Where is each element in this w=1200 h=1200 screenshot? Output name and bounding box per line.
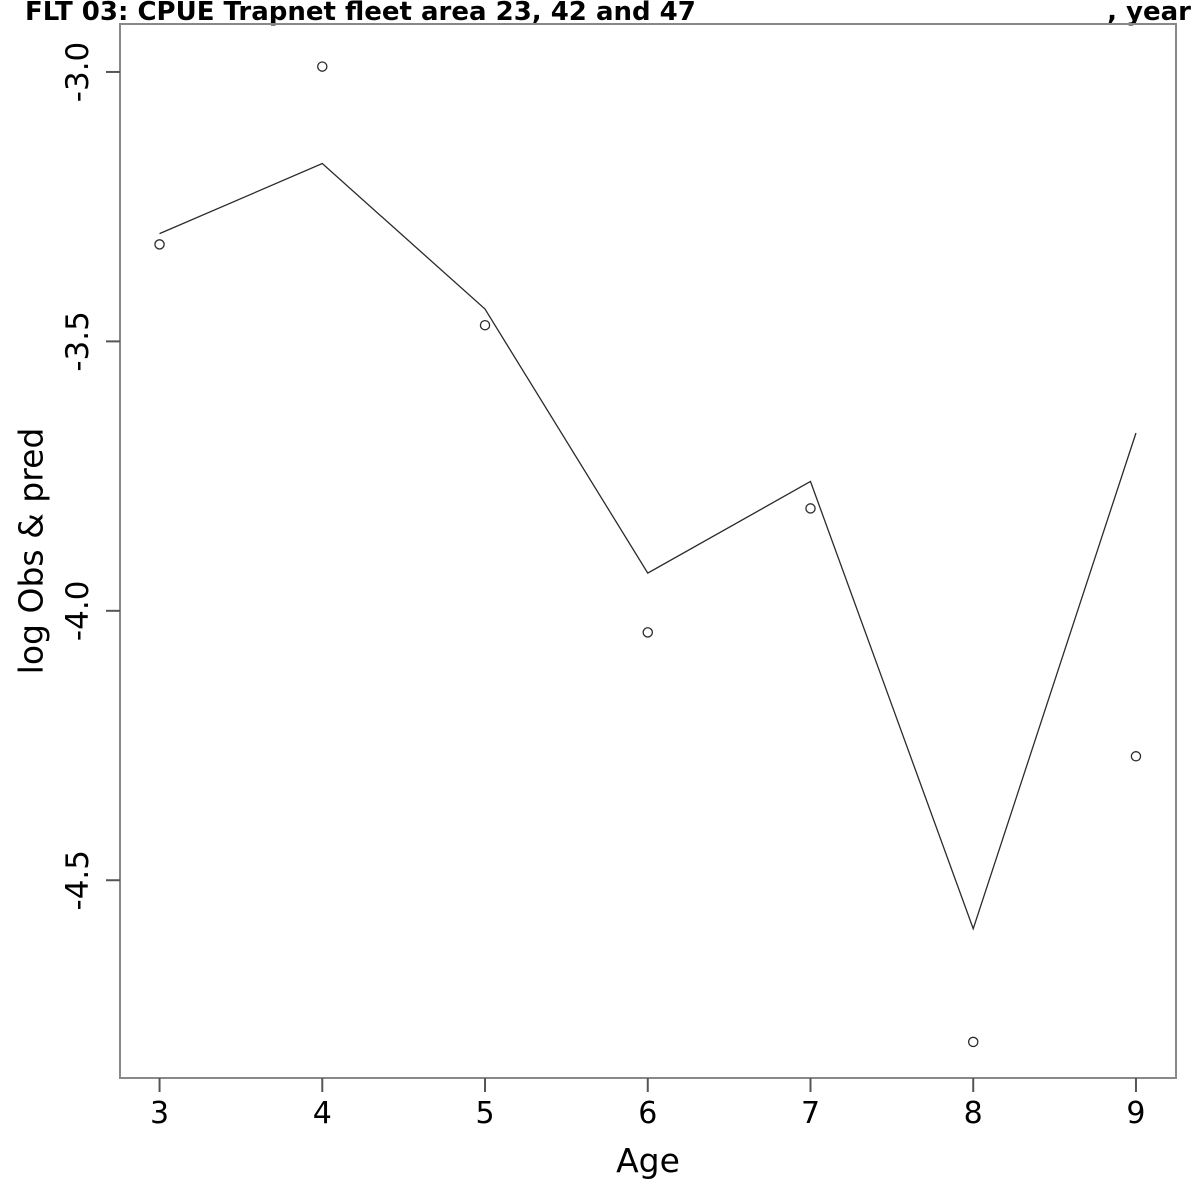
chart-title-suffix-year: , year [1107,0,1191,27]
observed-point [479,319,491,331]
x-axis-label: Age [616,1141,680,1180]
y-axis-tick-label: -4.5 [60,850,96,911]
y-axis-label: log Obs & pred [12,428,51,675]
y-axis-tick-label: -3.5 [60,311,96,372]
chart-title: FLT 03: CPUE Trapnet fleet area 23, 42 a… [25,0,696,27]
observed-point [642,627,654,638]
x-axis-tick-label: 9 [1126,1096,1145,1131]
predicted-line [159,162,1137,931]
x-axis-tick-label: 7 [801,1096,820,1131]
x-axis-tick-label: 5 [475,1096,494,1131]
observed-point [317,61,328,72]
x-axis-tick-label: 3 [150,1096,169,1131]
x-axis-tick-label: 6 [638,1096,657,1131]
observed-point [1130,751,1142,762]
y-axis-tick-label: -3.0 [60,42,96,103]
x-axis-tick-label: 4 [313,1096,332,1131]
observed-point [154,239,165,250]
x-axis-tick-label: 8 [964,1096,983,1131]
observed-point [967,1036,979,1048]
y-axis-tick-label: -4.0 [60,581,96,642]
observed-point [805,503,816,514]
